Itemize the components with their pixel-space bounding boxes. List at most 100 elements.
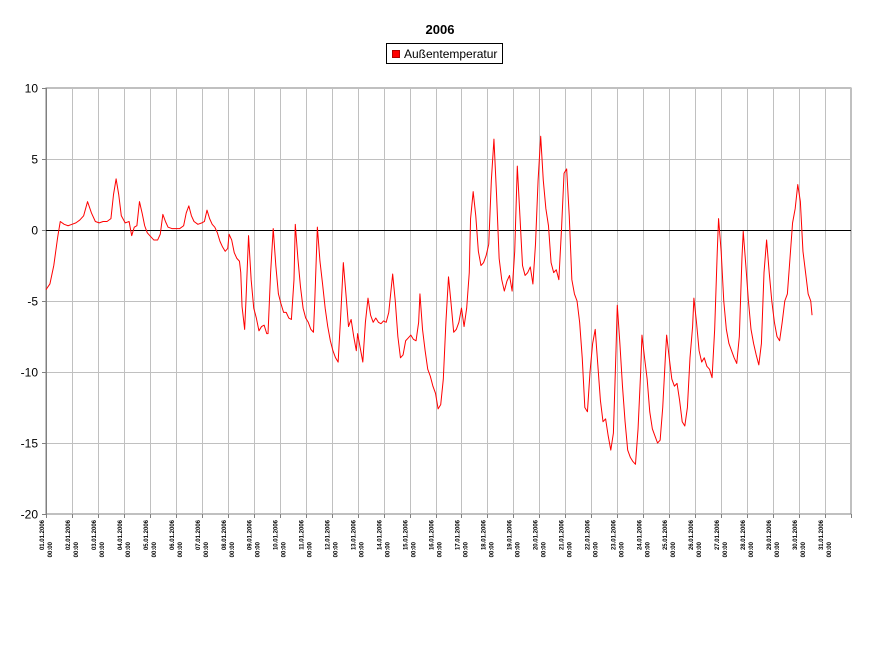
x-tick-label-date: 22.01.2006 xyxy=(585,519,591,550)
x-tick-label-date: 18.01.2006 xyxy=(481,519,487,550)
y-tick-label: 0 xyxy=(31,224,38,238)
x-tick-label-group: 27.01.2006 00:00 xyxy=(715,519,729,557)
x-tick-label-group: 01.01.2006 00:00 xyxy=(40,519,54,557)
x-tick-label-group: 09.01.2006 00:00 xyxy=(248,519,262,557)
x-tick-label-group: 26.01.2006 00:00 xyxy=(689,519,703,557)
x-tick-label-group: 19.01.2006 00:00 xyxy=(507,519,521,557)
x-tick-label-time: 00:00 xyxy=(386,541,392,557)
y-tick-labels: 10 5 0 -5 -10 -15 -20 xyxy=(21,82,39,522)
x-tick-label-time: 00:00 xyxy=(308,541,314,557)
x-tick-label-date: 13.01.2006 xyxy=(352,519,358,550)
x-tick-label-date: 12.01.2006 xyxy=(326,519,332,550)
x-tick-label-date: 17.01.2006 xyxy=(455,519,461,550)
x-tick-label-group: 06.01.2006 00:00 xyxy=(170,519,184,557)
x-tick-label-date: 21.01.2006 xyxy=(559,519,565,550)
y-tick-label: -10 xyxy=(21,366,39,380)
x-tick-label-date: 29.01.2006 xyxy=(767,519,773,550)
x-tick-label-time: 00:00 xyxy=(100,541,106,557)
x-tick-label-time: 00:00 xyxy=(334,541,340,557)
x-tick-label-date: 01.01.2006 xyxy=(40,519,46,550)
x-tick-label-time: 00:00 xyxy=(645,541,651,557)
x-tick-label-time: 00:00 xyxy=(697,541,703,557)
y-tick-label: -15 xyxy=(21,437,39,451)
x-tick-label-group: 14.01.2006 00:00 xyxy=(378,519,392,557)
x-tick-label-date: 08.01.2006 xyxy=(222,519,228,550)
x-tick-label-date: 28.01.2006 xyxy=(741,519,747,550)
y-tick-label: 10 xyxy=(25,82,39,96)
axes xyxy=(42,88,852,518)
x-tick-labels: 01.01.2006 00:00 02.01.2006 00:00 03.01.2006… xyxy=(40,519,833,557)
x-tick-label-time: 00:00 xyxy=(204,541,210,557)
x-tick-label-time: 00:00 xyxy=(438,541,444,557)
x-tick-label-time: 00:00 xyxy=(723,541,729,557)
x-tick-label-time: 00:00 xyxy=(152,541,158,557)
x-tick-label-time: 00:00 xyxy=(74,541,80,557)
x-tick-label-time: 00:00 xyxy=(463,541,469,557)
chart-title: 2006 xyxy=(425,22,455,37)
x-tick-label-date: 20.01.2006 xyxy=(533,519,539,550)
x-tick-label-time: 00:00 xyxy=(619,541,625,557)
x-tick-label-date: 15.01.2006 xyxy=(404,519,410,550)
x-tick-label-group: 22.01.2006 00:00 xyxy=(585,519,599,557)
x-tick-label-time: 00:00 xyxy=(775,541,781,557)
y-tick-label: -20 xyxy=(21,508,39,522)
legend: Außentemperatur xyxy=(386,43,504,64)
x-tick-label-date: 03.01.2006 xyxy=(92,519,98,550)
x-tick-label-time: 00:00 xyxy=(515,541,521,557)
x-tick-label-date: 04.01.2006 xyxy=(118,519,124,550)
x-tick-label-group: 03.01.2006 00:00 xyxy=(92,519,106,557)
x-tick-label-group: 25.01.2006 00:00 xyxy=(663,519,677,557)
x-tick-label-time: 00:00 xyxy=(489,541,495,557)
x-tick-label-time: 00:00 xyxy=(282,541,288,557)
x-tick-label-group: 21.01.2006 00:00 xyxy=(559,519,573,557)
x-tick-label-date: 07.01.2006 xyxy=(196,519,202,550)
x-tick-label-group: 17.01.2006 00:00 xyxy=(455,519,469,557)
x-tick-label-date: 26.01.2006 xyxy=(689,519,695,550)
legend-label: Außentemperatur xyxy=(404,46,498,61)
x-tick-label-time: 00:00 xyxy=(671,541,677,557)
x-tick-label-group: 24.01.2006 00:00 xyxy=(637,519,651,557)
x-tick-label-group: 11.01.2006 00:00 xyxy=(300,519,314,557)
x-tick-label-date: 31.01.2006 xyxy=(819,519,825,550)
x-tick-label-group: 28.01.2006 00:00 xyxy=(741,519,755,557)
x-tick-label-group: 20.01.2006 00:00 xyxy=(533,519,547,557)
x-tick-label-group: 02.01.2006 00:00 xyxy=(66,519,80,557)
x-tick-label-time: 00:00 xyxy=(48,541,54,557)
x-tick-label-group: 31.01.2006 00:00 xyxy=(819,519,833,557)
x-tick-label-group: 30.01.2006 00:00 xyxy=(793,519,807,557)
x-tick-label-date: 23.01.2006 xyxy=(611,519,617,550)
x-tick-label-group: 07.01.2006 00:00 xyxy=(196,519,210,557)
x-tick-label-time: 00:00 xyxy=(801,541,807,557)
y-tick-label: 5 xyxy=(31,153,38,167)
x-tick-label-group: 10.01.2006 00:00 xyxy=(274,519,288,557)
x-tick-label-time: 00:00 xyxy=(126,541,132,557)
x-tick-label-date: 05.01.2006 xyxy=(144,519,150,550)
y-tick-label: -5 xyxy=(27,295,38,309)
x-tick-label-group: 23.01.2006 00:00 xyxy=(611,519,625,557)
x-tick-label-group: 13.01.2006 00:00 xyxy=(352,519,366,557)
x-tick-label-time: 00:00 xyxy=(749,541,755,557)
x-tick-label-group: 08.01.2006 00:00 xyxy=(222,519,236,557)
series-line-0 xyxy=(45,135,813,465)
x-tick-label-group: 04.01.2006 00:00 xyxy=(118,519,132,557)
x-tick-label-date: 09.01.2006 xyxy=(248,519,254,550)
x-tick-label-date: 16.01.2006 xyxy=(430,519,436,550)
x-tick-label-time: 00:00 xyxy=(827,541,833,557)
series-layer xyxy=(45,135,813,465)
x-tick-label-date: 27.01.2006 xyxy=(715,519,721,550)
x-tick-label-group: 15.01.2006 00:00 xyxy=(404,519,418,557)
x-tick-label-group: 18.01.2006 00:00 xyxy=(481,519,495,557)
grid-lines xyxy=(45,87,852,515)
x-tick-label-group: 16.01.2006 00:00 xyxy=(430,519,444,557)
x-tick-label-date: 30.01.2006 xyxy=(793,519,799,550)
x-tick-label-group: 05.01.2006 00:00 xyxy=(144,519,158,557)
x-tick-label-date: 14.01.2006 xyxy=(378,519,384,550)
x-tick-label-time: 00:00 xyxy=(541,541,547,557)
x-tick-label-group: 12.01.2006 00:00 xyxy=(326,519,340,557)
x-tick-label-time: 00:00 xyxy=(178,541,184,557)
x-tick-label-time: 00:00 xyxy=(412,541,418,557)
x-tick-label-group: 29.01.2006 00:00 xyxy=(767,519,781,557)
x-tick-label-date: 24.01.2006 xyxy=(637,519,643,550)
x-tick-label-date: 10.01.2006 xyxy=(274,519,280,550)
